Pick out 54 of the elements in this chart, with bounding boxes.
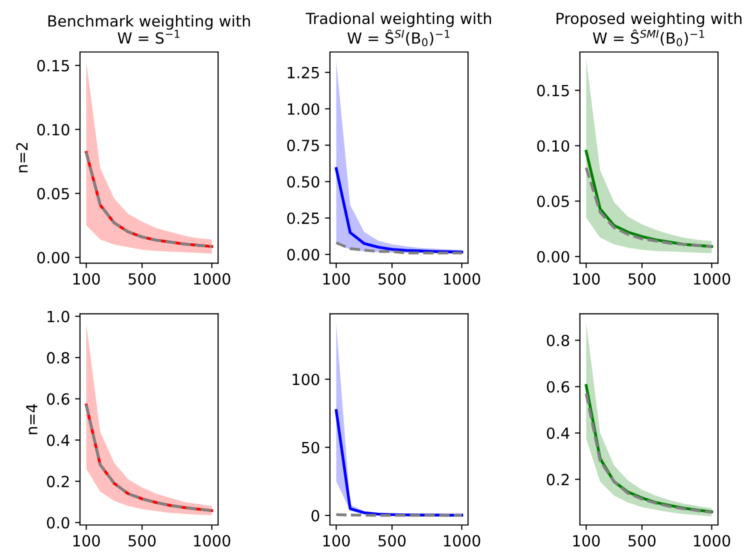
x-tick-label: 100 — [73, 273, 100, 285]
y-tick-label: 1.0 — [48, 310, 70, 322]
y-tick-label: 0.6 — [46, 393, 70, 405]
x-tick-label: 1000 — [694, 534, 730, 547]
y-tick-label: 0.2 — [46, 476, 69, 488]
y-tick-label: 0.10 — [537, 140, 570, 152]
y-tick-label: 0.10 — [37, 124, 70, 136]
y-tick-label: 0.4 — [46, 434, 70, 446]
x-tick-label: 1000 — [194, 534, 230, 547]
y-tick-label: 0.05 — [37, 188, 69, 200]
line-series — [334, 241, 464, 254]
x-tick-label: 1000 — [694, 273, 730, 285]
y-tick-label: 0.05 — [537, 196, 569, 208]
x-tick-label: 500 — [378, 534, 406, 547]
chart-title: Tradional weighting with W = Ŝ$^{SI}$(B$_{0}$)$^{−1}$ — [306, 12, 491, 46]
y-tick-label: 0.8 — [546, 334, 570, 346]
x-tick-label: 100 — [73, 534, 100, 547]
y-tick-label: 0.15 — [537, 84, 569, 96]
x-tick-label: 1000 — [194, 273, 230, 285]
y-tick-label: 1.25 — [288, 66, 319, 78]
x-tick-label: 100 — [323, 273, 350, 285]
y-axis-title: n=2 — [16, 143, 28, 172]
y-tick-label: 0.50 — [287, 176, 320, 188]
y-axis-title: n=4 — [26, 404, 38, 434]
line-series — [84, 404, 214, 512]
chart-title: Benchmark weighting with W = S$^{−1}$ — [48, 14, 250, 44]
y-tick-label: 0.2 — [546, 474, 569, 486]
y-tick-label: 0.75 — [287, 140, 319, 152]
x-tick-label: 100 — [573, 534, 600, 547]
x-tick-label: 1000 — [444, 273, 480, 285]
y-tick-label: 0.00 — [287, 248, 320, 260]
y-tick-label: 100 — [292, 374, 320, 386]
y-tick-label: 0.8 — [46, 352, 70, 364]
x-tick-label: 500 — [628, 273, 656, 285]
chart-title: Proposed weighting with W = Ŝ$^{SMI}$(B$_{0}$)$^{−1}$ — [556, 12, 742, 46]
y-tick-label: 0.4 — [546, 427, 570, 439]
y-tick-label: 0.00 — [537, 250, 570, 263]
line-series — [584, 166, 714, 248]
line-series — [84, 151, 214, 248]
y-tick-label: 0.25 — [287, 212, 319, 224]
x-tick-label: 500 — [378, 273, 406, 285]
y-tick-label: 0.6 — [546, 381, 570, 393]
x-tick-label: 500 — [628, 534, 656, 547]
x-tick-label: 1000 — [444, 534, 480, 547]
y-tick-label: 0.15 — [37, 60, 69, 72]
x-tick-label: 100 — [323, 534, 350, 547]
x-tick-label: 100 — [573, 273, 600, 285]
y-tick-label: 50 — [302, 442, 320, 454]
y-tick-label: 1.00 — [288, 103, 320, 115]
x-tick-label: 500 — [128, 273, 156, 285]
y-tick-label: 0.00 — [37, 252, 70, 264]
y-tick-label: 0 — [312, 510, 320, 522]
y-tick-label: 0.0 — [46, 516, 70, 529]
x-tick-label: 500 — [128, 534, 156, 547]
